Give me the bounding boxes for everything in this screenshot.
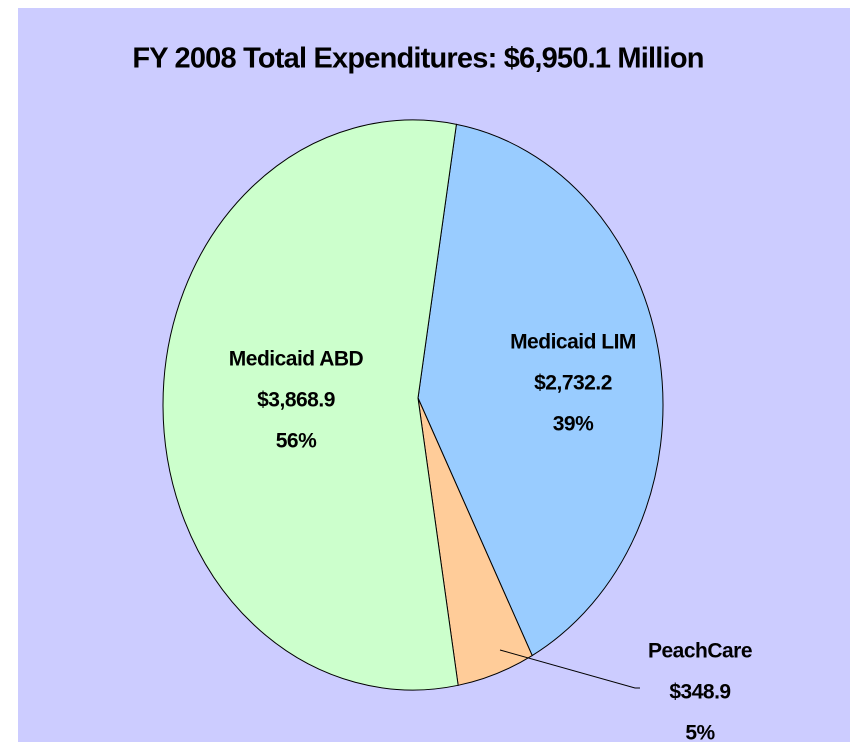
leader-line (499, 649, 640, 689)
slice-value-label: $348.9 (669, 681, 730, 704)
slice-percent-label: 39% (553, 413, 594, 436)
slice-label: Medicaid ABD (229, 348, 364, 371)
slice-percent-label: 5% (685, 722, 715, 742)
slice-value-label: $2,732.2 (534, 372, 612, 395)
pie-slice (417, 123, 664, 657)
chart-title: FY 2008 Total Expenditures: $6,950.1 Mil… (132, 43, 703, 75)
slice-percent-label: 56% (276, 430, 317, 453)
slice-label: Medicaid LIM (510, 331, 636, 354)
slice-label: PeachCare (648, 640, 752, 663)
slice-value-label: $3,868.9 (257, 389, 335, 412)
pie-slice (162, 119, 459, 691)
